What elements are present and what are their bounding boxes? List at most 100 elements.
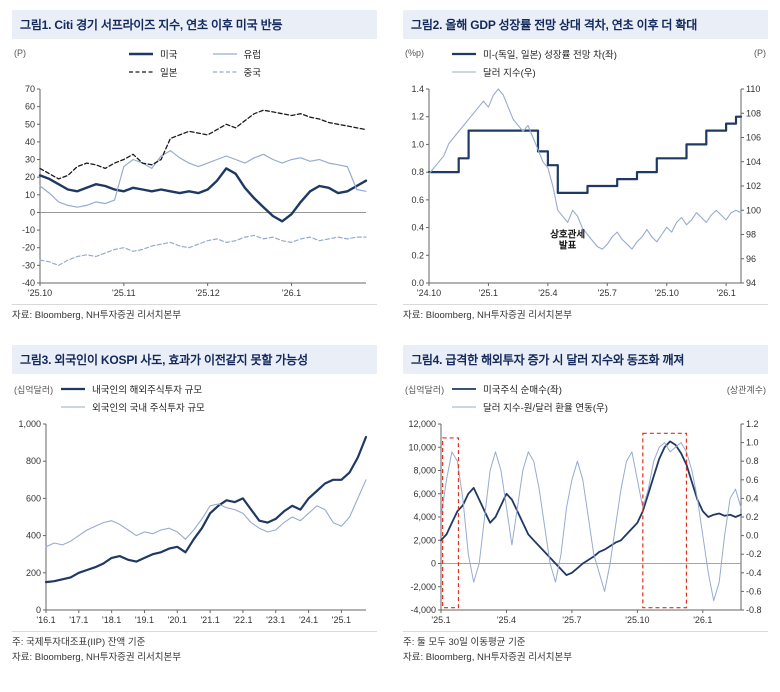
y-tick-label: 0 xyxy=(431,559,436,569)
right-axis-unit-label xyxy=(329,47,375,48)
x-tick-label: '25.12 xyxy=(196,288,220,298)
series-line xyxy=(44,436,368,584)
figure1-title: 그림1. Citi 경기 서프라이즈 지수, 연초 이후 미국 반등 xyxy=(12,10,377,39)
x-tick-label: '26.1 xyxy=(282,288,301,298)
figure2-chart-header: (%p) 미-(독일, 일본) 성장률 전망 차(좌) 달러 지수(우) (P) xyxy=(403,47,768,79)
figure3-line-chart: 0 200 400 600 800 1,000 '16.1 '17.1 '18.1 '19.1 '2… xyxy=(18,419,368,625)
legend-item: 중국 xyxy=(212,65,261,79)
left-axis-unit-label: (%p) xyxy=(405,48,425,58)
x-tick-label: '25.10 xyxy=(28,288,52,298)
legend-label: 달러 지수(우) xyxy=(483,68,536,79)
figure4-line-chart: -4,000 -2,000 0 2,000 4,000 6,000 8,000 10,000 1… xyxy=(408,419,762,625)
figure2-legend: 미-(독일, 일본) 성장률 전망 차(좌) 달러 지수(우) xyxy=(451,47,720,79)
note-line: 주: 국제투자대조표(IIP) 잔액 기준 xyxy=(12,637,146,649)
x-tick-label: '26.1 xyxy=(717,288,736,298)
y-tick-label: 4,000 xyxy=(413,512,436,522)
x-tick-label: '22.1 xyxy=(233,615,252,625)
series-line xyxy=(427,115,743,194)
figure2-panel: 그림2. 올해 GDP 성장률 전망 상대 격차, 연초 이후 더 확대 (%p… xyxy=(403,10,768,323)
figure1-notes: 자료: Bloomberg, NH투자증권 리서치본부 xyxy=(12,304,377,323)
legend-label: 일본 xyxy=(160,68,178,79)
y2-tick-label: 98 xyxy=(746,230,756,240)
legend-line-sample xyxy=(61,388,85,391)
figure3-chart-header: (십억달러) 내국인의 해외주식투자 규모 외국인의 국내 주식투자 규모 xyxy=(12,382,377,414)
y-tick-label: 40 xyxy=(25,137,35,147)
y2-tick-label: 1.2 xyxy=(746,419,759,429)
figure4-title: 그림4. 급격한 해외투자 증가 시 달러 지수와 동조화 깨져 xyxy=(403,345,768,375)
y2-tick-label: 94 xyxy=(746,278,756,288)
legend-line-sample xyxy=(452,406,476,408)
figure4-chart-header: (십억달러) 미국주식 순매수(좌) 달러 지수-원/달러 환율 연동(우) (상… xyxy=(403,382,768,414)
right-axis-unit-label: (P) xyxy=(754,48,766,58)
legend-line-sample xyxy=(212,71,237,73)
x-tick-label: '24.1 xyxy=(299,615,318,625)
figure3-panel: 그림3. 외국인이 KOSPI 사도, 효과가 이전같지 못할 가능성 (십억달… xyxy=(12,345,377,665)
y-tick-label: 0.6 xyxy=(411,195,424,205)
y-tick-label: -30 xyxy=(22,260,35,270)
y-tick-label: 10 xyxy=(25,190,35,200)
series-line xyxy=(39,150,367,208)
x-tick-label: '25.1 xyxy=(431,615,450,625)
y-tick-label: 0.4 xyxy=(411,223,424,233)
x-tick-label: '25.1 xyxy=(332,615,351,625)
y2-tick-label: -0.6 xyxy=(746,587,762,597)
legend-item: 달러 지수-원/달러 환율 연동(우) xyxy=(451,400,608,414)
x-tick-label: '24.10 xyxy=(417,288,441,298)
y2-tick-label: 0.4 xyxy=(746,494,759,504)
source-line: 자료: Bloomberg, NH투자증권 리서치본부 xyxy=(403,310,572,321)
y2-tick-label: -0.8 xyxy=(746,605,762,615)
x-tick-label: '18.1 xyxy=(102,615,121,625)
left-axis-unit-label: (십억달러) xyxy=(405,385,445,396)
y2-tick-label: 108 xyxy=(746,108,761,118)
y-tick-label: 200 xyxy=(26,568,41,578)
x-tick-label: '25.1 xyxy=(479,288,498,298)
y2-tick-label: -0.4 xyxy=(746,568,762,578)
figure1-line-chart: -40 -30 -20 -10 0 10 20 30 40 50 60 70 '25.10 '25.11 '… xyxy=(22,84,368,298)
right-axis-unit-label xyxy=(329,382,375,383)
figure4-notes: 주: 둘 모두 30일 이동평균 기준 자료: Bloomberg, NH투자증… xyxy=(403,631,768,665)
series-line xyxy=(440,440,742,577)
series-line xyxy=(39,234,367,266)
legend-item: 내국인의 해외주식투자 규모 xyxy=(60,382,202,396)
source-line: 자료: Bloomberg, NH투자증권 리서치본부 xyxy=(12,310,181,321)
highlight-box xyxy=(442,437,460,609)
y-tick-label: 0 xyxy=(36,605,41,615)
legend-label: 유럽 xyxy=(243,50,261,61)
right-axis-unit-label: (상관계수) xyxy=(726,385,766,396)
y2-tick-label: 104 xyxy=(746,157,761,167)
y-tick-label: 6,000 xyxy=(413,489,436,499)
y-tick-label: 60 xyxy=(25,102,35,112)
legend-label: 미-(독일, 일본) 성장률 전망 차(좌) xyxy=(483,50,617,61)
legend-item: 미국주식 순매수(좌) xyxy=(451,382,562,396)
figure3-legend: 내국인의 해외주식투자 규모 외국인의 국내 주식투자 규모 xyxy=(60,382,329,414)
legend-label: 미국 xyxy=(160,50,178,61)
series-line xyxy=(39,109,367,180)
legend-item: 유럽 xyxy=(212,47,261,61)
legend-line-sample xyxy=(61,406,85,408)
y2-tick-label: 96 xyxy=(746,254,756,264)
y-tick-label: -20 xyxy=(22,243,35,253)
y-tick-label: 1.0 xyxy=(411,139,424,149)
source-line: 자료: Bloomberg, NH투자증권 리서치본부 xyxy=(12,651,181,663)
y-tick-label: 30 xyxy=(25,155,35,165)
y-tick-label: 1,000 xyxy=(18,419,41,429)
y-tick-label: 2,000 xyxy=(413,536,436,546)
y2-tick-label: 106 xyxy=(746,133,761,143)
x-tick-label: '25.11 xyxy=(112,288,136,298)
y2-tick-label: 102 xyxy=(746,181,761,191)
y-tick-label: 0.8 xyxy=(411,167,424,177)
figure4-legend: 미국주식 순매수(좌) 달러 지수-원/달러 환율 연동(우) xyxy=(451,382,720,414)
series-line xyxy=(440,442,742,602)
y-tick-label: -10 xyxy=(22,225,35,235)
y2-tick-label: 0.0 xyxy=(746,531,759,541)
figure4-panel: 그림4. 급격한 해외투자 증가 시 달러 지수와 동조화 깨져 (십억달러) … xyxy=(403,345,768,665)
y-tick-label: 1.4 xyxy=(411,84,424,94)
series-line xyxy=(428,88,742,250)
x-tick-label: '16.1 xyxy=(36,615,55,625)
legend-line-sample xyxy=(129,71,154,73)
y2-tick-label: 0.6 xyxy=(746,475,759,485)
y-tick-label: 1.2 xyxy=(411,112,424,122)
series-line xyxy=(45,479,367,548)
x-tick-label: '25.4 xyxy=(538,288,557,298)
